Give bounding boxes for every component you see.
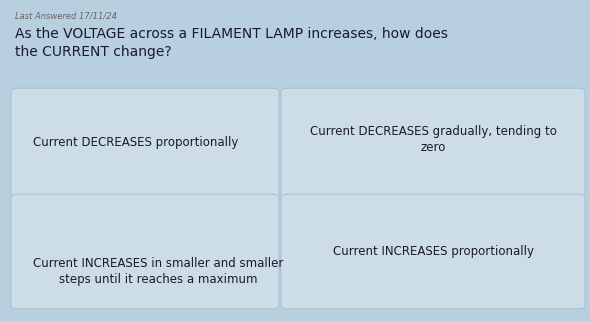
Text: Current DECREASES gradually, tending to
zero: Current DECREASES gradually, tending to …: [310, 125, 556, 154]
Text: As the VOLTAGE across a FILAMENT LAMP increases, how does
the CURRENT change?: As the VOLTAGE across a FILAMENT LAMP in…: [15, 27, 448, 59]
FancyBboxPatch shape: [281, 88, 585, 197]
FancyBboxPatch shape: [281, 194, 585, 309]
FancyBboxPatch shape: [11, 88, 279, 197]
Text: Current INCREASES in smaller and smaller
steps until it reaches a maximum: Current INCREASES in smaller and smaller…: [33, 257, 283, 286]
Text: Current INCREASES proportionally: Current INCREASES proportionally: [333, 245, 533, 258]
Text: Last Answered 17/11/24: Last Answered 17/11/24: [15, 11, 117, 20]
FancyBboxPatch shape: [11, 194, 279, 309]
Text: Current DECREASES proportionally: Current DECREASES proportionally: [33, 136, 238, 149]
